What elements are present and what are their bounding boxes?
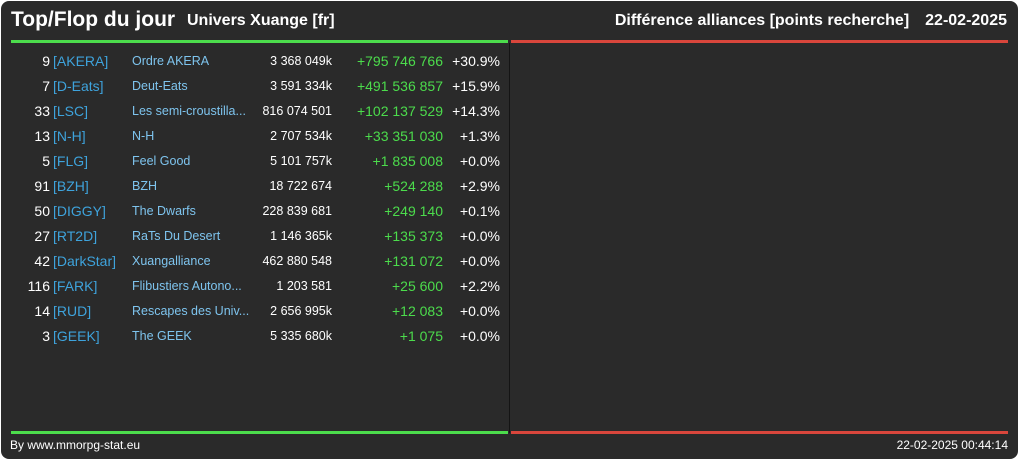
alliance-name-link[interactable]: Ordre AKERA (132, 54, 210, 68)
top-section-bar (11, 40, 508, 43)
percent-change: +30.9% (452, 53, 500, 69)
alliance-name-link[interactable]: The GEEK (132, 329, 192, 343)
alliance-name-link[interactable]: N-H (132, 129, 155, 143)
alliance-tag-link[interactable]: [LSC] (53, 103, 89, 119)
percent-change: +0.0% (459, 253, 500, 269)
alliance-name-link[interactable]: Deut-Eats (132, 79, 188, 93)
list-item: 116 [FARK] Flibustiers Autono... 1 203 581 +… (11, 274, 503, 299)
alliance-rank: 91 (34, 178, 50, 194)
percent-change: +0.0% (459, 328, 500, 344)
points-difference: +12 083 (392, 303, 443, 319)
alliance-name-link[interactable]: The Dwarfs (132, 204, 196, 218)
list-item: 50 [DIGGY] The Dwarfs 228 839 681 +249 140 +0… (11, 199, 503, 224)
alliance-points: 5 101 757k (270, 154, 332, 168)
alliance-rank: 14 (34, 303, 50, 319)
percent-change: +0.1% (459, 203, 500, 219)
points-difference: +135 373 (384, 228, 443, 244)
alliance-rank: 33 (34, 103, 50, 119)
list-item: 33 [LSC] Les semi-croustilla... 816 074 501… (11, 99, 503, 124)
list-item: 9 [AKERA] Ordre AKERA 3 368 049k +795 746 76… (11, 49, 503, 74)
column-divider (509, 43, 510, 433)
alliance-points: 3 591 334k (270, 79, 332, 93)
points-difference: +25 600 (392, 278, 443, 294)
percent-change: +2.2% (459, 278, 500, 294)
alliance-tag-link[interactable]: [FARK] (53, 278, 98, 294)
top-section-bottom-bar (11, 431, 508, 434)
percent-change: +0.0% (459, 303, 500, 319)
alliance-name-link[interactable]: Flibustiers Autono... (132, 279, 242, 293)
alliance-points: 228 839 681 (262, 204, 332, 218)
alliance-points: 462 880 548 (262, 254, 332, 268)
alliance-rank: 9 (42, 53, 50, 69)
alliance-tag-link[interactable]: [BZH] (53, 178, 89, 194)
points-difference: +1 835 008 (372, 153, 443, 169)
alliance-name-link[interactable]: BZH (132, 179, 157, 193)
alliance-rank: 13 (34, 128, 50, 144)
alliance-rank: 5 (42, 153, 50, 169)
alliance-rank: 116 (27, 278, 50, 294)
flop-section-bottom-bar (511, 431, 1008, 434)
universe-label: Univers Xuange [fr] (187, 12, 335, 29)
alliance-tag-link[interactable]: [DIGGY] (53, 203, 106, 219)
alliance-points: 5 335 680k (270, 329, 332, 343)
points-difference: +524 288 (384, 178, 443, 194)
alliance-points: 1 203 581 (276, 279, 332, 293)
category-label: Différence alliances [points recherche] (614, 12, 910, 29)
alliance-name-link[interactable]: RaTs Du Desert (132, 229, 221, 243)
points-difference: +102 137 529 (356, 103, 443, 119)
alliance-points: 3 368 049k (270, 54, 332, 68)
percent-change: +1.3% (459, 128, 500, 144)
percent-change: +14.3% (452, 103, 500, 119)
list-item: 13 [N-H] N-H 2 707 534k +33 351 030 +1.3% (11, 124, 503, 149)
alliance-rank: 42 (34, 253, 50, 269)
points-difference: +33 351 030 (364, 128, 443, 144)
alliance-rank: 27 (34, 228, 50, 244)
site-credit: By www.mmorpg-stat.eu (10, 438, 141, 452)
alliance-name-link[interactable]: Les semi-croustilla... (132, 104, 246, 118)
list-item: 5 [FLG] Feel Good 5 101 757k +1 835 008 +0.0% (11, 149, 503, 174)
alliance-name-link[interactable]: Xuangalliance (132, 254, 211, 268)
alliance-rank: 3 (42, 328, 50, 344)
flop-section-bar (511, 40, 1008, 43)
list-item: 91 [BZH] BZH 18 722 674 +524 288 +2.9% (11, 174, 503, 199)
points-difference: +1 075 (399, 328, 443, 344)
percent-change: +15.9% (452, 78, 500, 94)
list-item: 27 [RT2D] RaTs Du Desert 1 146 365k +135 373… (11, 224, 503, 249)
alliance-tag-link[interactable]: [FLG] (53, 153, 89, 169)
list-item: 3 [GEEK] The GEEK 5 335 680k +1 075 +0.0% (11, 324, 503, 349)
points-difference: +131 072 (384, 253, 443, 269)
points-difference: +491 536 857 (356, 78, 443, 94)
alliance-tag-link[interactable]: [DarkStar] (53, 253, 117, 269)
list-item: 7 [D-Eats] Deut-Eats 3 591 334k +491 536 857… (11, 74, 503, 99)
alliance-tag-link[interactable]: [RUD] (53, 303, 92, 319)
alliance-points: 2 707 534k (270, 129, 332, 143)
header-date: 22-02-2025 (925, 12, 1007, 29)
points-difference: +795 746 766 (356, 53, 443, 69)
list-item: 14 [RUD] Rescapes des Univ... 2 656 995k +12… (11, 299, 503, 324)
alliance-name-link[interactable]: Feel Good (132, 154, 191, 168)
alliance-tag-link[interactable]: [D-Eats] (53, 78, 104, 94)
list-item: 42 [DarkStar] Xuangalliance 462 880 548 +131… (11, 249, 503, 274)
percent-change: +0.0% (459, 228, 500, 244)
header-right: Différence alliances [points recherche] 2… (615, 12, 1007, 30)
page-title: Top/Flop du jour (11, 8, 176, 31)
percent-change: +0.0% (459, 153, 500, 169)
alliance-tag-link[interactable]: [GEEK] (53, 328, 100, 344)
alliance-tag-link[interactable]: [AKERA] (53, 53, 109, 69)
alliance-points: 1 146 365k (270, 229, 332, 243)
alliance-points: 2 656 995k (270, 304, 332, 318)
alliance-tag-link[interactable]: [RT2D] (53, 228, 98, 244)
alliance-points: 18 722 674 (269, 179, 332, 193)
alliance-name-link[interactable]: Rescapes des Univ... (132, 304, 250, 318)
alliance-rank: 7 (42, 78, 50, 94)
points-difference: +249 140 (384, 203, 443, 219)
percent-change: +2.9% (459, 178, 500, 194)
alliance-rank: 50 (34, 203, 50, 219)
generated-timestamp: 22-02-2025 00:44:14 (896, 438, 1008, 452)
alliance-tag-link[interactable]: [N-H] (53, 128, 86, 144)
top-gainers-list: 9 [AKERA] Ordre AKERA 3 368 049k +795 746 76… (11, 49, 503, 349)
alliance-points: 816 074 501 (262, 104, 332, 118)
